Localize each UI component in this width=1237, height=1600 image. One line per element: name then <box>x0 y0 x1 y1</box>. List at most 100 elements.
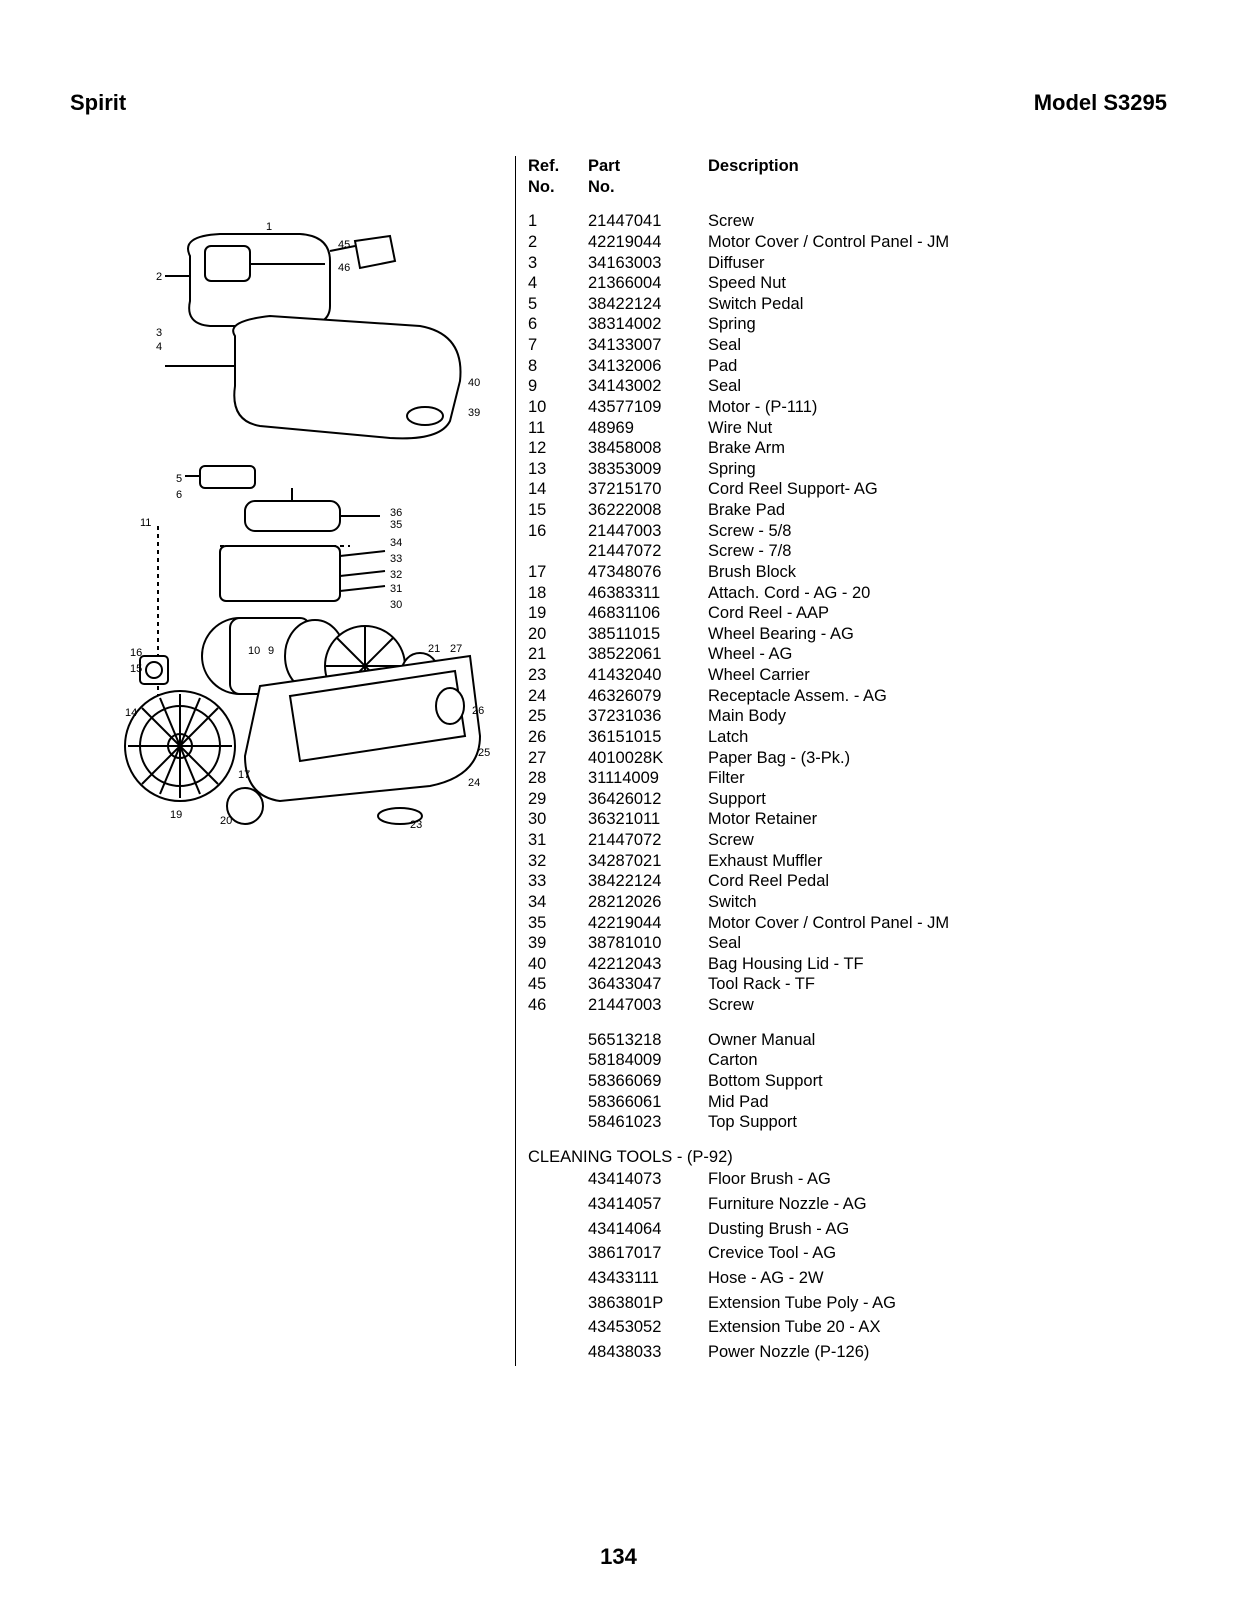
cell-part: 58184009 <box>588 1050 708 1071</box>
table-row: 2831114009Filter <box>528 768 1167 789</box>
table-row: 1846383311Attach. Cord - AG - 20 <box>528 583 1167 604</box>
cell-part: 42219044 <box>588 913 708 934</box>
header-ref-1: Ref. <box>528 156 588 177</box>
header-part-2: No. <box>588 177 708 198</box>
cleaning-tools-title: CLEANING TOOLS - (P-92) <box>528 1147 1167 1168</box>
table-row: 421366004Speed Nut <box>528 273 1167 294</box>
cell-part: 21366004 <box>588 273 708 294</box>
cell-ref: 21 <box>528 644 588 665</box>
table-row: 4042212043Bag Housing Lid - TF <box>528 954 1167 975</box>
cell-desc: Seal <box>708 376 1167 397</box>
svg-text:46: 46 <box>338 262 350 274</box>
cell-desc: Seal <box>708 335 1167 356</box>
cell-part: 34143002 <box>588 376 708 397</box>
cell-ref <box>528 1030 588 1051</box>
header-right: Model S3295 <box>1034 90 1167 116</box>
cell-desc: Tool Rack - TF <box>708 974 1167 995</box>
header-desc-2: Description <box>708 156 1167 177</box>
cell-desc: Brake Pad <box>708 500 1167 521</box>
cell-desc: Spring <box>708 314 1167 335</box>
cell-part: 43414057 <box>588 1194 708 1215</box>
cell-desc: Dusting Brush - AG <box>708 1219 1167 1240</box>
table-row: 638314002Spring <box>528 314 1167 335</box>
header-left: Spirit <box>70 90 126 116</box>
cell-part: 42212043 <box>588 954 708 975</box>
cell-ref: 7 <box>528 335 588 356</box>
table-row: 43414057Furniture Nozzle - AG <box>528 1194 1167 1215</box>
cell-desc: Screw - 5/8 <box>708 521 1167 542</box>
cell-desc: Extension Tube 20 - AX <box>708 1317 1167 1338</box>
cell-desc: Screw - 7/8 <box>708 541 1167 562</box>
cell-desc: Furniture Nozzle - AG <box>708 1194 1167 1215</box>
cell-part: 34133007 <box>588 335 708 356</box>
table-row: 56513218Owner Manual <box>528 1030 1167 1051</box>
cell-part: 38422124 <box>588 871 708 892</box>
cell-part: 46383311 <box>588 583 708 604</box>
cell-part: 43414064 <box>588 1219 708 1240</box>
cell-desc: Cord Reel Pedal <box>708 871 1167 892</box>
cell-desc: Wheel - AG <box>708 644 1167 665</box>
svg-text:17: 17 <box>238 769 250 781</box>
cell-desc: Screw <box>708 211 1167 232</box>
cell-ref: 4 <box>528 273 588 294</box>
table-row: 48438033Power Nozzle (P-126) <box>528 1342 1167 1363</box>
svg-text:35: 35 <box>390 519 402 531</box>
cell-ref <box>528 1219 588 1240</box>
table-row: 3938781010Seal <box>528 933 1167 954</box>
cell-part: 21447003 <box>588 995 708 1016</box>
cell-ref: 29 <box>528 789 588 810</box>
cell-part: 36426012 <box>588 789 708 810</box>
table-row: 3542219044Motor Cover / Control Panel - … <box>528 913 1167 934</box>
table-row: 1043577109Motor - (P-111) <box>528 397 1167 418</box>
cell-part: 42219044 <box>588 232 708 253</box>
cell-ref: 27 <box>528 748 588 769</box>
page-header: Spirit Model S3295 <box>70 90 1167 116</box>
cell-ref <box>528 1092 588 1113</box>
table-rows-main: 121447041Screw242219044Motor Cover / Con… <box>528 211 1167 1015</box>
svg-text:27: 27 <box>450 643 462 655</box>
cell-desc: Latch <box>708 727 1167 748</box>
cell-desc: Attach. Cord - AG - 20 <box>708 583 1167 604</box>
table-row: 1238458008Brake Arm <box>528 438 1167 459</box>
cell-part: 43453052 <box>588 1317 708 1338</box>
cell-ref: 40 <box>528 954 588 975</box>
cell-desc: Speed Nut <box>708 273 1167 294</box>
svg-text:21: 21 <box>428 643 440 655</box>
cell-ref <box>528 1194 588 1215</box>
svg-text:20: 20 <box>220 815 232 827</box>
svg-text:14: 14 <box>125 707 137 719</box>
content-area: 1 2 3 4 45 46 40 39 5 6 36 35 34 33 <box>70 156 1167 1366</box>
cell-desc: Wire Nut <box>708 418 1167 439</box>
cell-desc: Main Body <box>708 706 1167 727</box>
table-row: 2537231036Main Body <box>528 706 1167 727</box>
table-row: 4621447003Screw <box>528 995 1167 1016</box>
svg-text:45: 45 <box>338 239 350 251</box>
table-row: 2446326079Receptacle Assem. - AG <box>528 686 1167 707</box>
cell-desc: Cord Reel Support- AG <box>708 479 1167 500</box>
exploded-diagram: 1 2 3 4 45 46 40 39 5 6 36 35 34 33 <box>70 216 490 836</box>
svg-text:11: 11 <box>140 517 151 529</box>
table-row: 2936426012Support <box>528 789 1167 810</box>
svg-text:33: 33 <box>390 553 402 565</box>
table-row: 121447041Screw <box>528 211 1167 232</box>
cell-ref: 16 <box>528 521 588 542</box>
svg-text:32: 32 <box>390 569 402 581</box>
table-row: 538422124Switch Pedal <box>528 294 1167 315</box>
cell-ref: 31 <box>528 830 588 851</box>
table-row: 3234287021Exhaust Muffler <box>528 851 1167 872</box>
cell-desc: Mid Pad <box>708 1092 1167 1113</box>
table-row: 4536433047Tool Rack - TF <box>528 974 1167 995</box>
cell-desc: Support <box>708 789 1167 810</box>
cell-desc: Wheel Bearing - AG <box>708 624 1167 645</box>
table-row: 43414073Floor Brush - AG <box>528 1169 1167 1190</box>
cell-desc: Motor Retainer <box>708 809 1167 830</box>
cell-ref <box>528 1268 588 1289</box>
table-row: 3338422124Cord Reel Pedal <box>528 871 1167 892</box>
cell-ref <box>528 1050 588 1071</box>
page: Spirit Model S3295 <box>0 0 1237 1600</box>
table-row: 3036321011Motor Retainer <box>528 809 1167 830</box>
cell-part: 36151015 <box>588 727 708 748</box>
cell-part: 34132006 <box>588 356 708 377</box>
cell-part: 43414073 <box>588 1169 708 1190</box>
cell-desc: Filter <box>708 768 1167 789</box>
